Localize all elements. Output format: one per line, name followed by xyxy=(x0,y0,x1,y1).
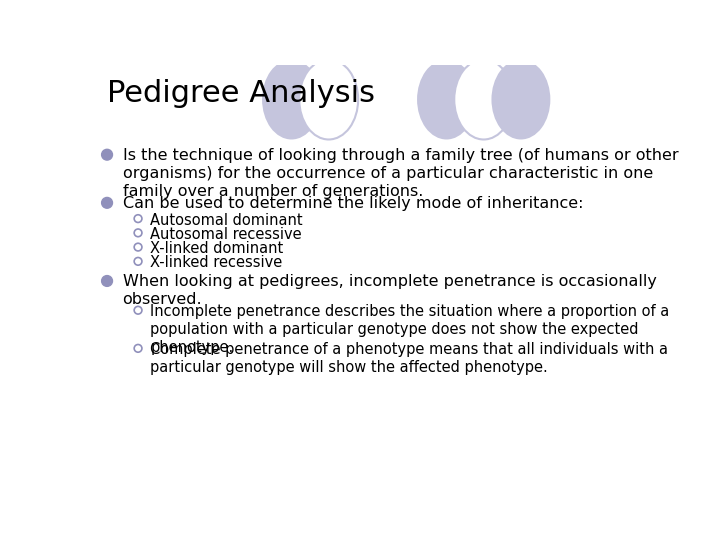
Text: When looking at pedigrees, incomplete penetrance is occasionally
observed.: When looking at pedigrees, incomplete pe… xyxy=(122,274,657,307)
Circle shape xyxy=(102,149,112,160)
Circle shape xyxy=(102,198,112,208)
Ellipse shape xyxy=(300,59,358,139)
Ellipse shape xyxy=(262,59,321,139)
Text: X-linked recessive: X-linked recessive xyxy=(150,255,283,271)
Text: Autosomal dominant: Autosomal dominant xyxy=(150,213,303,228)
Ellipse shape xyxy=(454,59,513,139)
Text: Can be used to determine the likely mode of inheritance:: Can be used to determine the likely mode… xyxy=(122,196,583,211)
Text: Autosomal recessive: Autosomal recessive xyxy=(150,227,302,242)
Ellipse shape xyxy=(417,59,476,139)
Ellipse shape xyxy=(492,59,550,139)
Circle shape xyxy=(102,275,112,286)
Text: Incomplete penetrance describes the situation where a proportion of a
population: Incomplete penetrance describes the situ… xyxy=(150,304,670,355)
Text: X-linked dominant: X-linked dominant xyxy=(150,241,284,256)
Text: Pedigree Analysis: Pedigree Analysis xyxy=(107,79,375,107)
Text: Is the technique of looking through a family tree (of humans or other
organisms): Is the technique of looking through a fa… xyxy=(122,148,678,199)
Text: Complete penetrance of a phenotype means that all individuals with a
particular : Complete penetrance of a phenotype means… xyxy=(150,342,668,375)
